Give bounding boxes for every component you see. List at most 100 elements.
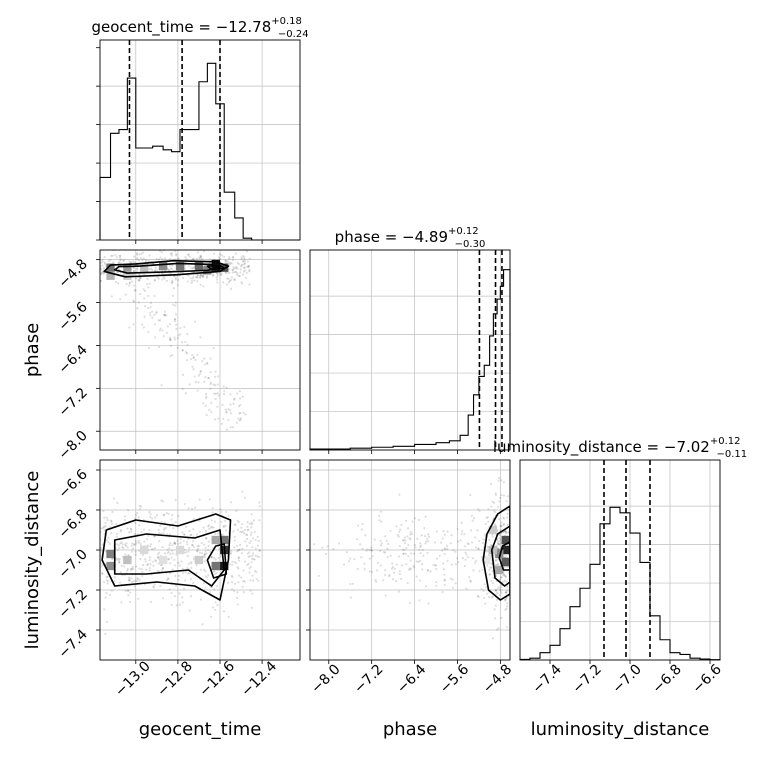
scatter-point bbox=[237, 263, 240, 266]
scatter-point bbox=[397, 590, 400, 593]
scatter-point bbox=[148, 511, 151, 514]
scatter-point bbox=[495, 598, 499, 601]
scatter-point bbox=[165, 579, 169, 582]
scatter-point bbox=[399, 528, 402, 531]
scatter-point bbox=[186, 343, 189, 346]
scatter-point bbox=[196, 275, 199, 278]
scatter-point bbox=[499, 576, 503, 579]
scatter-point bbox=[403, 536, 407, 539]
density-cell bbox=[495, 565, 504, 575]
scatter-point bbox=[446, 530, 449, 533]
scatter-point bbox=[392, 578, 395, 581]
scatter-point bbox=[258, 501, 261, 504]
scatter-point bbox=[395, 563, 398, 566]
scatter-point bbox=[418, 548, 421, 551]
grid-lines bbox=[310, 460, 510, 660]
scatter-point bbox=[231, 560, 234, 563]
scatter-point bbox=[199, 598, 203, 601]
scatter-point bbox=[221, 403, 224, 406]
scatter-point bbox=[222, 393, 226, 396]
scatter-point bbox=[170, 591, 173, 594]
scatter-point bbox=[169, 552, 172, 556]
scatter-point bbox=[128, 576, 131, 579]
scatter-point bbox=[148, 566, 151, 570]
scatter-point bbox=[173, 275, 176, 278]
scatter-point bbox=[233, 539, 236, 542]
scatter-point bbox=[228, 257, 231, 260]
scatter-point bbox=[189, 277, 192, 280]
scatter-point bbox=[138, 549, 141, 553]
scatter-point bbox=[441, 537, 444, 540]
scatter-point bbox=[507, 565, 510, 569]
scatter-point bbox=[181, 531, 184, 534]
x-tick-label: −5.6 bbox=[437, 661, 472, 696]
scatter-point bbox=[228, 563, 231, 566]
scatter-point bbox=[504, 575, 507, 578]
scatter-point bbox=[192, 545, 196, 549]
scatter-point bbox=[149, 267, 153, 270]
scatter-point bbox=[378, 515, 381, 518]
scatter-point bbox=[379, 539, 382, 543]
scatter-point bbox=[132, 284, 136, 287]
scatter-point bbox=[134, 542, 138, 545]
scatter-point bbox=[127, 589, 130, 592]
scatter-point bbox=[461, 530, 464, 533]
scatter-point bbox=[173, 595, 177, 598]
scatter-point bbox=[222, 417, 225, 421]
scatter-point bbox=[180, 341, 184, 344]
scatter-point bbox=[376, 569, 379, 572]
scatter-point bbox=[443, 552, 446, 555]
scatter-point bbox=[128, 282, 131, 285]
scatter-point bbox=[258, 549, 261, 553]
scatter-point bbox=[224, 519, 227, 522]
scatter-point bbox=[246, 525, 249, 528]
scatter-point bbox=[243, 269, 247, 272]
scatter-point bbox=[186, 543, 189, 546]
scatter-point bbox=[246, 528, 249, 532]
scatter-point bbox=[242, 580, 245, 583]
scatter-point bbox=[131, 565, 134, 568]
scatter-point bbox=[197, 381, 200, 384]
scatter-point bbox=[507, 571, 510, 574]
scatter-point bbox=[413, 552, 416, 555]
scatter-point bbox=[142, 326, 146, 329]
scatter-point bbox=[148, 556, 152, 559]
scatter-point bbox=[96, 266, 98, 268]
scatter-point bbox=[169, 344, 172, 347]
scatter-point bbox=[216, 405, 219, 408]
scatter-point bbox=[167, 512, 170, 516]
scatter-point bbox=[524, 521, 526, 523]
scatter-point bbox=[186, 253, 190, 256]
histogram-luminosity-distance bbox=[519, 506, 721, 661]
scatter-point bbox=[227, 514, 230, 517]
scatter-point bbox=[498, 540, 501, 543]
scatter-point bbox=[190, 266, 193, 269]
scatter-point bbox=[199, 273, 203, 276]
scatter-point bbox=[236, 273, 239, 276]
scatter-point bbox=[405, 546, 408, 550]
scatter-point bbox=[240, 531, 243, 534]
scatter-point bbox=[412, 564, 415, 568]
scatter-point bbox=[122, 259, 126, 262]
scatter-point bbox=[190, 507, 194, 510]
scatter-point bbox=[521, 603, 523, 605]
scatter-point bbox=[168, 544, 171, 547]
scatter-point bbox=[170, 254, 173, 257]
scatter-point bbox=[203, 554, 206, 557]
scatter-point bbox=[118, 546, 121, 550]
scatter-point bbox=[205, 537, 208, 540]
scatter-point bbox=[130, 544, 133, 548]
scatter-point bbox=[132, 580, 135, 583]
scatter-point bbox=[139, 277, 143, 280]
scatter-point bbox=[189, 577, 193, 581]
scatter-point bbox=[171, 552, 174, 555]
scatter-point bbox=[454, 550, 457, 553]
scatter-point bbox=[216, 584, 219, 588]
scatter-point bbox=[236, 596, 239, 599]
density-cell bbox=[158, 555, 168, 565]
scatter-point bbox=[174, 542, 177, 545]
scatter-point bbox=[110, 532, 113, 535]
scatter-point bbox=[504, 591, 508, 594]
scatter-point bbox=[117, 559, 121, 562]
scatter-point bbox=[495, 558, 498, 561]
